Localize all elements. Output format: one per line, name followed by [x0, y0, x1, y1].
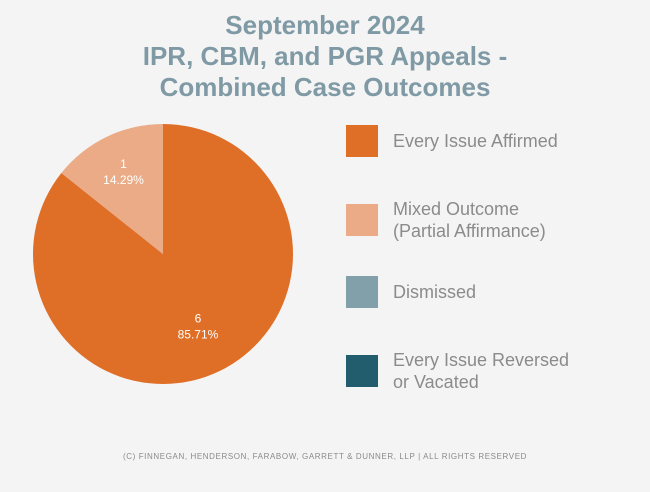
legend-label-dismissed: Dismissed	[393, 282, 477, 302]
legend-item-mixed-outcome: Mixed Outcome (Partial Affirmance)	[346, 198, 546, 242]
legend-swatch-every-issue-affirmed	[346, 125, 378, 157]
pie-slice-mixed-outcome-partial-affirmance	[61, 124, 163, 254]
pie-percent-label-mixed-outcome-partial-affirmance: 14.29%	[103, 173, 144, 187]
title-line-3: Combined Case Outcomes	[159, 72, 491, 102]
copyright-footer: (C) FINNEGAN, HENDERSON, FARABOW, GARRET…	[122, 452, 528, 461]
legend-label-every-issue-reversed: Every Issue Reversed or Vacated	[393, 350, 570, 392]
title-line-2: IPR, CBM, and PGR Appeals -	[142, 41, 508, 71]
legend-item-every-issue-affirmed: Every Issue Affirmed	[346, 125, 558, 157]
pie-percent-label-every-issue-affirmed: 85.71%	[178, 328, 219, 342]
title-line-1: September 2024	[225, 10, 425, 40]
pie-slice-every-issue-affirmed	[33, 124, 294, 385]
legend-label-every-issue-affirmed: Every Issue Affirmed	[393, 131, 558, 151]
pie-value-label-every-issue-affirmed: 6	[195, 312, 202, 326]
legend-label-mixed-outcome: Mixed Outcome (Partial Affirmance)	[393, 199, 546, 241]
legend-swatch-every-issue-reversed	[346, 355, 378, 387]
legend-swatch-mixed-outcome	[346, 204, 378, 236]
legend-item-dismissed: Dismissed	[346, 276, 476, 308]
legend-swatch-dismissed	[346, 276, 378, 308]
pie-value-label-mixed-outcome-partial-affirmance: 1	[120, 157, 127, 171]
legend-item-every-issue-reversed: Every Issue Reversed or Vacated	[346, 349, 569, 393]
chart-title: September 2024 IPR, CBM, and PGR Appeals…	[0, 10, 650, 103]
